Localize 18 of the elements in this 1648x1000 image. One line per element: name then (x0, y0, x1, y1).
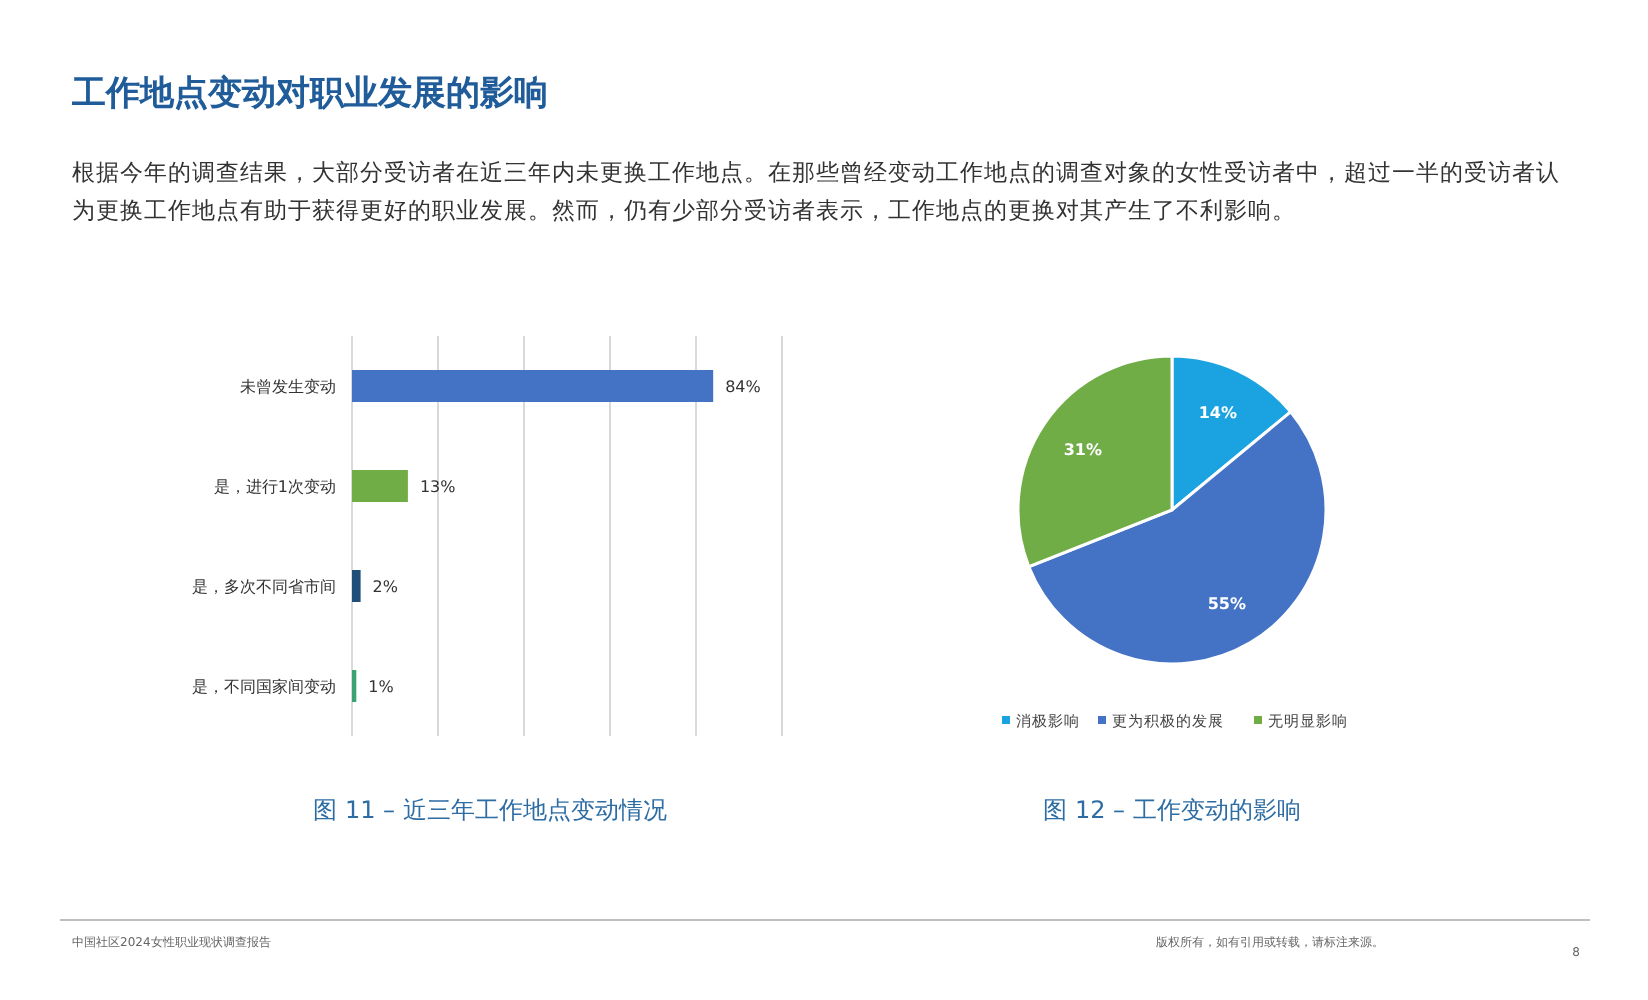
caption: 图 12 – 工作变动的影响 (1043, 796, 1301, 824)
bar (352, 470, 408, 502)
caption: 图 11 – 近三年工作地点变动情况 (313, 796, 667, 824)
y-tick-label: 是，进行1次变动 (213, 478, 336, 496)
data-label: 13% (419, 478, 457, 496)
data-label: 14% (1198, 404, 1238, 423)
chart-title: 工作地点变动对职业发展的影响 (70, 74, 548, 114)
data-label: 55% (1207, 594, 1247, 613)
y-tick-label: 是，不同国家间变动 (192, 678, 336, 696)
data-label: 1% (368, 678, 395, 696)
bar (352, 370, 714, 402)
bar (352, 570, 361, 602)
y-tick-label: 未曾发生变动 (240, 378, 336, 396)
data-label: 2% (372, 578, 399, 596)
chart-subtitle: 根据今年的调查结果，大部分受访者在近三年内未更换工作地点。在那些曾经变动工作地点的调查对象的女性受访者中，超过一半的受访者认为更换工作地点有助于获得更好的职业发展。然而，仍有少部分受访者表示，工作地点的更换对其产生了不利影响。 (72, 158, 1560, 224)
data-label: 31% (1063, 441, 1102, 460)
y-tick-label: 是，多次不同省市间 (192, 578, 336, 596)
data-label: 84% (725, 378, 762, 396)
